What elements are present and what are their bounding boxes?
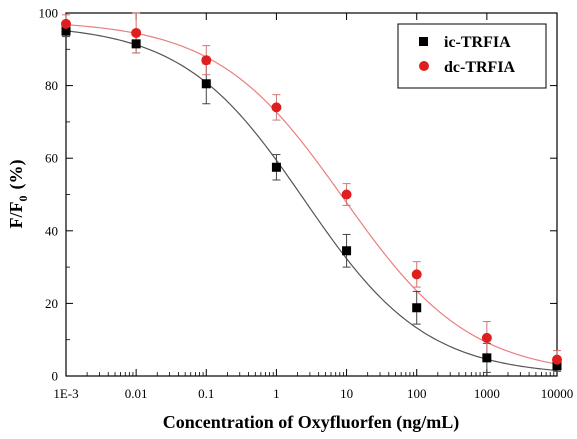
data-point-ic-trfia bbox=[271, 162, 281, 172]
legend: ic-TRFIA dc-TRFIA bbox=[397, 23, 547, 89]
x-tick-label: 1E-3 bbox=[53, 386, 78, 401]
y-axis-ticks: 0 20 40 60 80 100 bbox=[39, 6, 557, 384]
y-axis-title-unit: (%) bbox=[6, 160, 27, 190]
svg-text:F/F0(%): F/F0 (%) bbox=[6, 160, 30, 229]
x-tick-label: 10 bbox=[340, 386, 353, 401]
legend-box bbox=[397, 23, 547, 89]
data-point-ic-trfia bbox=[552, 361, 562, 371]
y-tick-label: 100 bbox=[39, 6, 59, 21]
x-axis-ticks: 1E-3 0.01 0.1 1 10 100 1000 10000 bbox=[53, 13, 573, 401]
data-point-ic-trfia bbox=[342, 246, 352, 256]
data-point-ic-trfia bbox=[131, 39, 141, 49]
data-point-dc-trfia bbox=[271, 102, 282, 113]
fit-curve-0 bbox=[65, 30, 558, 372]
data-point-dc-trfia bbox=[131, 27, 142, 38]
x-tick-label: 0.01 bbox=[125, 386, 148, 401]
data-point-dc-trfia bbox=[61, 18, 71, 29]
legend-marker-dc-trfia bbox=[419, 61, 429, 71]
data-point-dc-trfia bbox=[411, 269, 422, 280]
fit-curve-1 bbox=[65, 24, 558, 365]
y-tick-label: 20 bbox=[45, 296, 58, 311]
data-point-ic-trfia bbox=[61, 26, 71, 36]
y-axis-title-subscript: 0 bbox=[16, 196, 30, 202]
data-point-ic-trfia bbox=[201, 79, 211, 89]
x-tick-label: 100 bbox=[407, 386, 427, 401]
legend-label-ic-trfia: ic-TRFIA bbox=[444, 34, 511, 51]
fit-curves bbox=[65, 24, 558, 372]
y-tick-label: 0 bbox=[52, 369, 59, 384]
x-tick-label: 1000 bbox=[474, 386, 500, 401]
y-tick-label: 80 bbox=[45, 78, 58, 93]
y-axis-title: F/F0 (%) bbox=[6, 160, 30, 229]
data-point-dc-trfia bbox=[201, 55, 212, 66]
data-markers bbox=[61, 18, 562, 371]
x-axis-title: Concentration of Oxyfluorfen (ng/mL) bbox=[163, 412, 459, 433]
data-point-dc-trfia bbox=[552, 354, 562, 365]
data-point-dc-trfia bbox=[481, 332, 492, 343]
x-tick-label: 1 bbox=[273, 386, 280, 401]
legend-marker-ic-trfia bbox=[419, 37, 428, 46]
data-point-dc-trfia bbox=[341, 189, 352, 200]
y-tick-label: 60 bbox=[45, 151, 58, 166]
y-tick-label: 40 bbox=[45, 223, 58, 238]
x-tick-label: 10000 bbox=[541, 386, 574, 401]
y-axis-title-main: F/F bbox=[6, 202, 26, 229]
data-point-ic-trfia bbox=[482, 353, 492, 363]
x-tick-label: 0.1 bbox=[198, 386, 214, 401]
data-point-ic-trfia bbox=[412, 303, 422, 313]
legend-label-dc-trfia: dc-TRFIA bbox=[444, 59, 516, 76]
